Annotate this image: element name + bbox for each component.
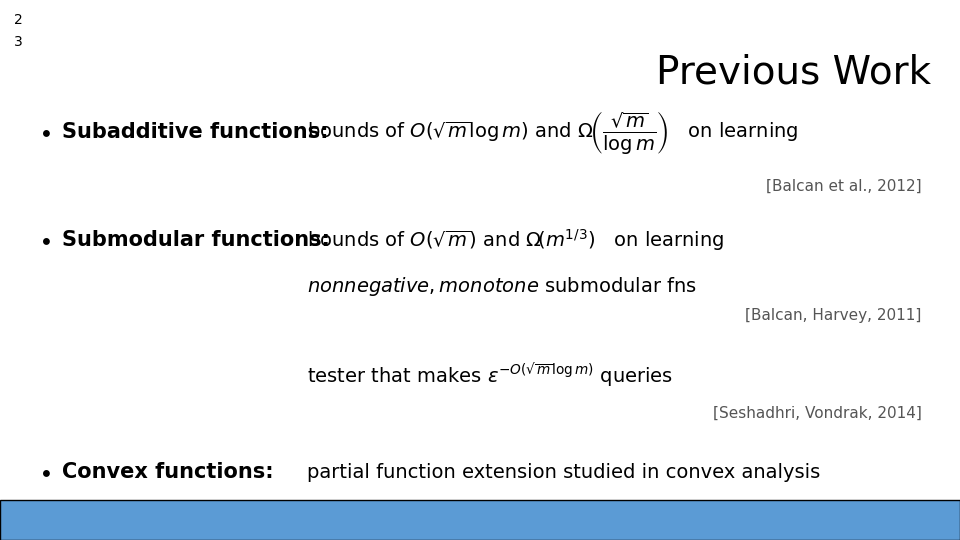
Text: 3: 3 [14,35,23,49]
Text: [Seshadhri, Vondrak, 2014]: [Seshadhri, Vondrak, 2014] [712,406,922,421]
Text: $\bullet$: $\bullet$ [38,120,51,144]
Text: bounds of $O(\sqrt{m}\log m)$ and $\Omega\!\left(\dfrac{\sqrt{m}}{\log m}\right): bounds of $O(\sqrt{m}\log m)$ and $\Omeg… [307,109,799,156]
Text: $\bullet$: $\bullet$ [38,461,51,484]
Text: [Balcan et al., 2012]: [Balcan et al., 2012] [766,179,922,194]
Text: partial function extension studied in convex analysis: partial function extension studied in co… [307,463,821,482]
Text: Convex functions:: Convex functions: [62,462,274,483]
Text: tester that makes $\epsilon^{-O(\sqrt{m}\log m)}$ queries: tester that makes $\epsilon^{-O(\sqrt{m}… [307,361,673,389]
Text: bounds of $O(\sqrt{m})$ and $\Omega\!\left(m^{1/3}\right)$   on learning: bounds of $O(\sqrt{m})$ and $\Omega\!\le… [307,227,725,253]
Text: Submodular functions:: Submodular functions: [62,230,330,251]
Text: Subadditive functions:: Subadditive functions: [62,122,329,143]
Text: Previous Work: Previous Work [656,54,931,92]
Text: $\bullet$: $\bullet$ [38,228,51,252]
FancyBboxPatch shape [0,500,960,540]
Text: [Balcan, Harvey, 2011]: [Balcan, Harvey, 2011] [745,308,922,323]
Text: $\mathit{nonnegative, monotone}$ submodular fns: $\mathit{nonnegative, monotone}$ submodu… [307,275,697,298]
Text: 2: 2 [14,14,23,28]
